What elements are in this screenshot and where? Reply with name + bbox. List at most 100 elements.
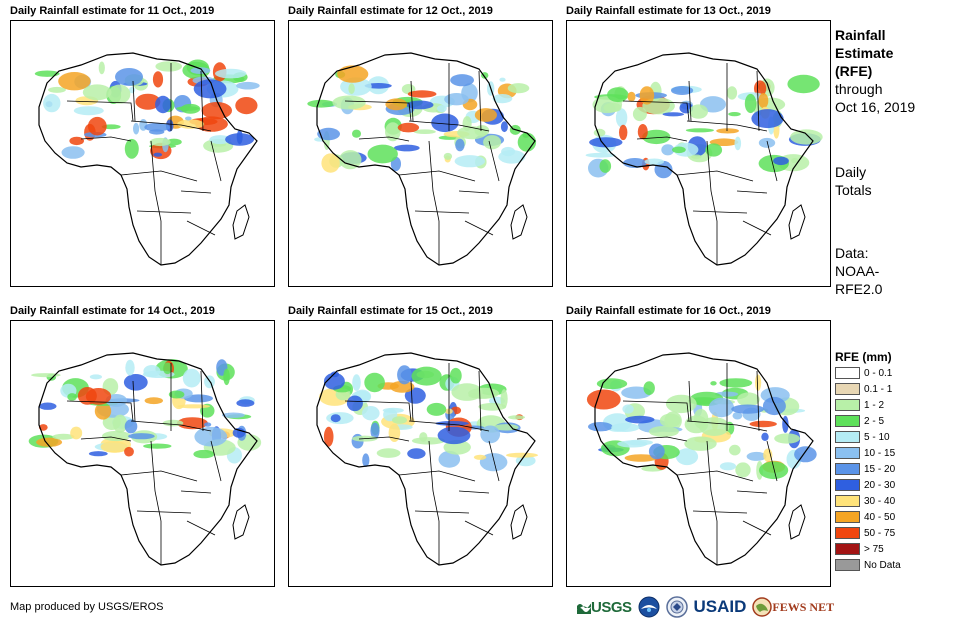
rainfall-blob bbox=[479, 453, 508, 472]
rainfall-blob bbox=[480, 425, 501, 444]
rainfall-blob bbox=[124, 446, 134, 457]
dos-seal-logo bbox=[665, 596, 688, 618]
rainfall-blob bbox=[500, 121, 508, 133]
africa-map-svg bbox=[28, 352, 262, 566]
rainfall-blob bbox=[774, 433, 800, 444]
rainfall-blob bbox=[176, 417, 208, 430]
panel-title: Daily Rainfall estimate for 11 Oct., 201… bbox=[10, 5, 215, 17]
rainfall-blob bbox=[162, 419, 184, 427]
country-border bbox=[132, 380, 136, 422]
legend-swatch bbox=[835, 367, 860, 379]
fews-net-logo: FEWS NET bbox=[752, 597, 834, 617]
country-border bbox=[692, 210, 748, 214]
rainfall-blob bbox=[36, 437, 63, 447]
rainfall-blob bbox=[352, 129, 361, 138]
country-border bbox=[410, 380, 414, 422]
rainfall-blob bbox=[235, 97, 258, 115]
country-border bbox=[428, 440, 440, 522]
legend-swatch bbox=[835, 543, 860, 555]
rainfall-blob bbox=[69, 136, 84, 146]
legend-label: > 75 bbox=[864, 543, 884, 555]
country-border bbox=[766, 440, 778, 482]
rainfall-blob bbox=[323, 426, 334, 447]
legend-label: 15 - 20 bbox=[864, 463, 896, 475]
legend-row: 10 - 15 bbox=[835, 445, 955, 461]
fews-net-logo-text: FEWS NET bbox=[772, 599, 835, 614]
rainfall-blob bbox=[685, 128, 714, 133]
rainfall-blob bbox=[124, 138, 139, 159]
legend-label: 20 - 30 bbox=[864, 479, 896, 491]
country-border bbox=[706, 140, 718, 222]
rainfall-blob bbox=[732, 411, 743, 420]
legend-label: No Data bbox=[864, 559, 901, 571]
rainfall-blob bbox=[758, 93, 769, 109]
country-border bbox=[414, 210, 470, 214]
country-border bbox=[408, 420, 490, 432]
panel-title: Daily Rainfall estimate for 12 Oct., 201… bbox=[288, 5, 493, 17]
rainfall-blob bbox=[624, 454, 658, 462]
legend-row: 50 - 75 bbox=[835, 525, 955, 541]
country-border bbox=[344, 400, 412, 422]
africa-coastline bbox=[316, 352, 536, 566]
rainfall-blob bbox=[642, 129, 671, 145]
rainfall-blob bbox=[611, 423, 640, 432]
rainfall-blob bbox=[128, 433, 155, 440]
rainfall-blob bbox=[794, 446, 817, 463]
legend-row: No Data bbox=[835, 557, 955, 573]
product-title-line-1: Rainfall bbox=[835, 27, 886, 43]
rainfall-blob bbox=[385, 122, 401, 142]
country-border bbox=[398, 170, 476, 182]
country-border bbox=[464, 220, 494, 236]
legend-row: 1 - 2 bbox=[835, 397, 955, 413]
rainfall-blob bbox=[673, 142, 699, 157]
rainfall-blob bbox=[337, 65, 369, 83]
legend-swatch bbox=[835, 383, 860, 395]
rainfall-blob bbox=[330, 414, 341, 423]
legend-swatch bbox=[835, 495, 860, 507]
rainfall-blob bbox=[168, 390, 185, 399]
rainfall-blob bbox=[392, 416, 407, 424]
legend-label: 1 - 2 bbox=[864, 399, 885, 411]
country-border bbox=[150, 140, 162, 222]
rainfall-blob bbox=[443, 152, 453, 160]
map-panel-5: Daily Rainfall estimate for 15 Oct., 201… bbox=[288, 304, 553, 587]
rainfall-blob bbox=[352, 374, 361, 391]
rainfall-blob bbox=[155, 95, 171, 114]
rainfall-blob bbox=[589, 137, 623, 148]
rainfall-blob bbox=[705, 143, 723, 157]
rainfall-blob bbox=[201, 102, 232, 120]
country-border bbox=[736, 490, 768, 494]
rainfall-blob bbox=[348, 83, 355, 95]
rainfall-blob bbox=[115, 68, 143, 86]
country-border bbox=[408, 120, 490, 132]
rainfall-blob bbox=[498, 150, 526, 164]
legend-row: 40 - 50 bbox=[835, 509, 955, 525]
panel-title: Daily Rainfall estimate for 14 Oct., 201… bbox=[10, 305, 215, 317]
map-panel-2: Daily Rainfall estimate for 12 Oct., 201… bbox=[288, 4, 553, 287]
rainfall-blob bbox=[94, 402, 112, 420]
madagascar-coastline bbox=[232, 504, 250, 540]
africa-coastline bbox=[594, 352, 814, 566]
madagascar-coastline bbox=[788, 204, 806, 240]
country-border bbox=[458, 490, 490, 494]
panel-title: Daily Rainfall estimate for 16 Oct., 201… bbox=[566, 305, 771, 317]
rainfall-blob bbox=[761, 432, 769, 441]
rainfall-blob bbox=[675, 448, 699, 466]
rainfall-blob bbox=[376, 448, 401, 458]
rainfall-blob bbox=[457, 126, 487, 140]
legend-label: 0.1 - 1 bbox=[864, 383, 893, 395]
rainfall-map bbox=[566, 320, 831, 587]
rainfall-blob bbox=[404, 387, 426, 404]
country-border bbox=[766, 140, 778, 182]
rainfall-blob bbox=[73, 106, 104, 116]
rainfall-blob bbox=[367, 144, 398, 164]
madagascar-coastline bbox=[232, 204, 250, 240]
totals-note: Daily Totals bbox=[835, 163, 872, 199]
rainfall-blob bbox=[659, 413, 681, 428]
rainfall-blob bbox=[108, 84, 131, 104]
rainfall-blob bbox=[455, 138, 465, 152]
rainfall-blob bbox=[607, 87, 629, 103]
country-border bbox=[756, 370, 760, 432]
country-border bbox=[410, 80, 414, 122]
rainfall-blob bbox=[190, 67, 211, 74]
